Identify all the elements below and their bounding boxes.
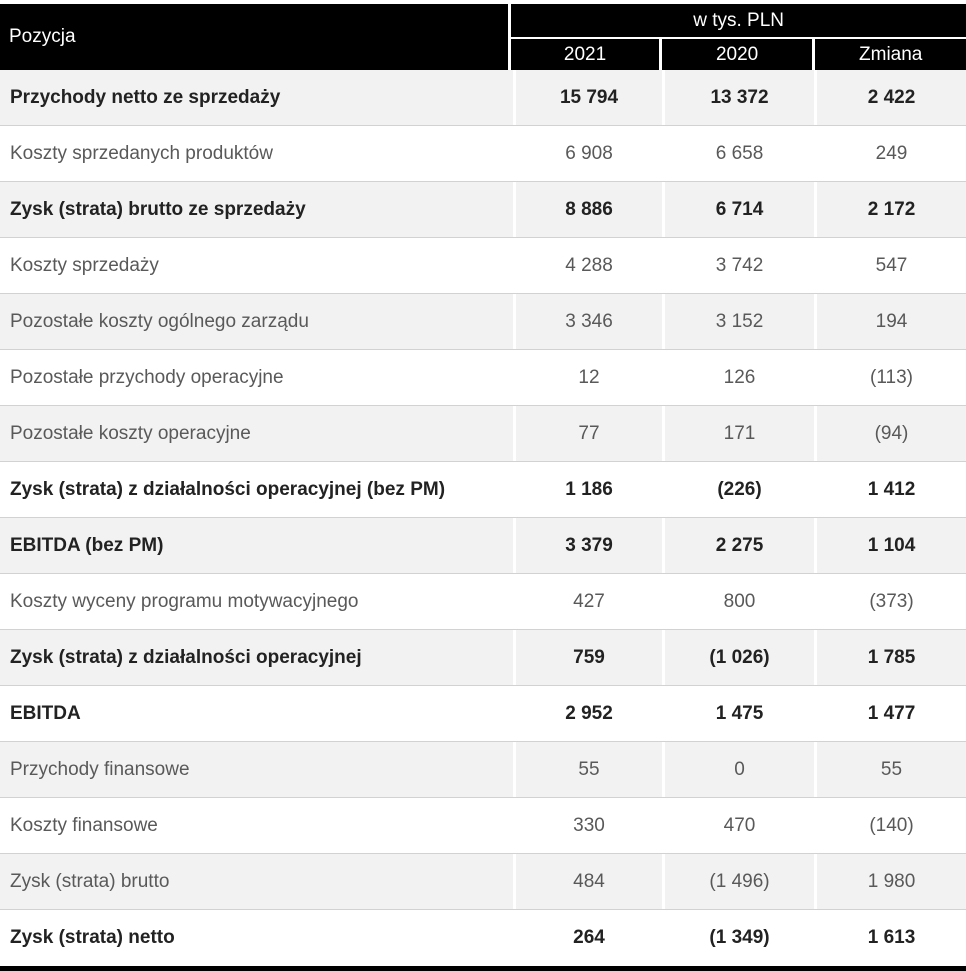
- value-2021: 8 886: [513, 182, 662, 237]
- header-col-2021: 2021: [511, 39, 659, 70]
- row-label: Zysk (strata) z działalności operacyjnej…: [10, 478, 446, 500]
- value-change: 1 412: [814, 462, 966, 517]
- table-row: Przychody finansowe 55 0 55: [0, 742, 966, 798]
- value-2020: 3 152: [662, 294, 814, 349]
- value-change: 1 104: [814, 518, 966, 573]
- value-2021: 759: [513, 630, 662, 685]
- table-row: Przychody netto ze sprzedaży 15 794 13 372…: [0, 70, 966, 126]
- table-body: Przychody netto ze sprzedaży 15 794 13 372…: [0, 70, 966, 966]
- header-pozycja: Pozycja: [0, 4, 509, 70]
- table-row: Koszty sprzedaży 4 288 3 742 547: [0, 238, 966, 294]
- value-2020: 470: [662, 798, 814, 853]
- value-change: 55: [814, 742, 966, 797]
- row-label: Przychody finansowe: [10, 758, 190, 780]
- value-2020: 800: [662, 574, 814, 629]
- row-label: Koszty finansowe: [10, 814, 158, 836]
- value-2020: 1 475: [662, 686, 814, 741]
- value-2021: 55: [513, 742, 662, 797]
- value-change: 1 785: [814, 630, 966, 685]
- row-label: Zysk (strata) netto: [10, 927, 175, 948]
- value-change: 1 477: [814, 686, 966, 741]
- header-col-zmiana: Zmiana: [815, 39, 966, 70]
- table-row: Pozostałe koszty ogólnego zarządu 3 346 3 …: [0, 294, 966, 350]
- value-2020: (1 349): [662, 910, 814, 966]
- value-2020: 6 658: [662, 126, 814, 181]
- table-row: Zysk (strata) brutto ze sprzedaży 8 886 6 …: [0, 182, 966, 238]
- row-label: Zysk (strata) z działalności operacyjnej: [10, 646, 362, 668]
- row-label: Zysk (strata) brutto: [10, 870, 170, 892]
- row-label: Pozostałe przychody operacyjne: [10, 366, 284, 388]
- value-2021: 6 908: [513, 126, 662, 181]
- value-2020: (1 026): [662, 630, 814, 685]
- value-2020: 13 372: [662, 70, 814, 125]
- value-2021: 3 346: [513, 294, 662, 349]
- value-2020: 126: [662, 350, 814, 405]
- table-row: Zysk (strata) brutto 484 (1 496) 1 980: [0, 854, 966, 910]
- row-label: EBITDA (bez PM): [10, 534, 164, 556]
- value-change: 2 422: [814, 70, 966, 125]
- value-2020: 3 742: [662, 238, 814, 293]
- table-row: Pozostałe koszty operacyjne 77 171 (94): [0, 406, 966, 462]
- value-2020: 0: [662, 742, 814, 797]
- row-label: EBITDA: [10, 702, 81, 724]
- value-2021: 264: [513, 910, 662, 966]
- table-row: Koszty sprzedanych produktów 6 908 6 658 24…: [0, 126, 966, 182]
- value-2021: 330: [513, 798, 662, 853]
- value-2020: 171: [662, 406, 814, 461]
- value-2021: 77: [513, 406, 662, 461]
- value-2021: 15 794: [513, 70, 662, 125]
- value-2021: 484: [513, 854, 662, 909]
- value-change: 249: [814, 126, 966, 181]
- value-2020: 6 714: [662, 182, 814, 237]
- row-label: Koszty sprzedanych produktów: [10, 142, 273, 164]
- value-change: 1 613: [814, 910, 966, 966]
- row-label: Pozostałe koszty ogólnego zarządu: [10, 310, 309, 332]
- value-change: (140): [814, 798, 966, 853]
- table-row: Zysk (strata) z działalności operacyjnej…: [0, 630, 966, 686]
- table-row: Zysk (strata) z działalności operacyjnej…: [0, 462, 966, 518]
- value-2021: 1 186: [513, 462, 662, 517]
- value-change: (373): [814, 574, 966, 629]
- row-label: Koszty wyceny programu motywacyjnego: [10, 590, 359, 612]
- value-2021: 2 952: [513, 686, 662, 741]
- value-2020: 2 275: [662, 518, 814, 573]
- value-change: 1 980: [814, 854, 966, 909]
- value-2021: 427: [513, 574, 662, 629]
- value-change: (94): [814, 406, 966, 461]
- value-2021: 3 379: [513, 518, 662, 573]
- value-change: 547: [814, 238, 966, 293]
- value-change: (113): [814, 350, 966, 405]
- value-change: 2 172: [814, 182, 966, 237]
- table-header: Pozycja w tys. PLN 2021 2020 Zmiana: [0, 4, 966, 70]
- financial-results-table: Pozycja w tys. PLN 2021 2020 Zmiana Przy…: [0, 4, 966, 971]
- row-label: Pozostałe koszty operacyjne: [10, 422, 251, 444]
- value-2020: (1 496): [662, 854, 814, 909]
- table-row: Koszty finansowe 330 470 (140): [0, 798, 966, 854]
- row-label: Zysk (strata) brutto ze sprzedaży: [10, 198, 306, 220]
- table-row: Koszty wyceny programu motywacyjnego 427 8…: [0, 574, 966, 630]
- value-2021: 12: [513, 350, 662, 405]
- table-row: EBITDA (bez PM) 3 379 2 275 1 104: [0, 518, 966, 574]
- table-row: EBITDA 2 952 1 475 1 477: [0, 686, 966, 742]
- table-row: Zysk (strata) netto 264 (1 349) 1 613: [0, 910, 966, 966]
- value-2020: (226): [662, 462, 814, 517]
- header-col-2020: 2020: [661, 39, 813, 70]
- row-label: Koszty sprzedaży: [10, 254, 159, 276]
- table-row: Pozostałe przychody operacyjne 12 126 (113): [0, 350, 966, 406]
- row-label: Przychody netto ze sprzedaży: [10, 86, 281, 108]
- header-unit-label: w tys. PLN: [511, 4, 966, 37]
- value-2021: 4 288: [513, 238, 662, 293]
- value-change: 194: [814, 294, 966, 349]
